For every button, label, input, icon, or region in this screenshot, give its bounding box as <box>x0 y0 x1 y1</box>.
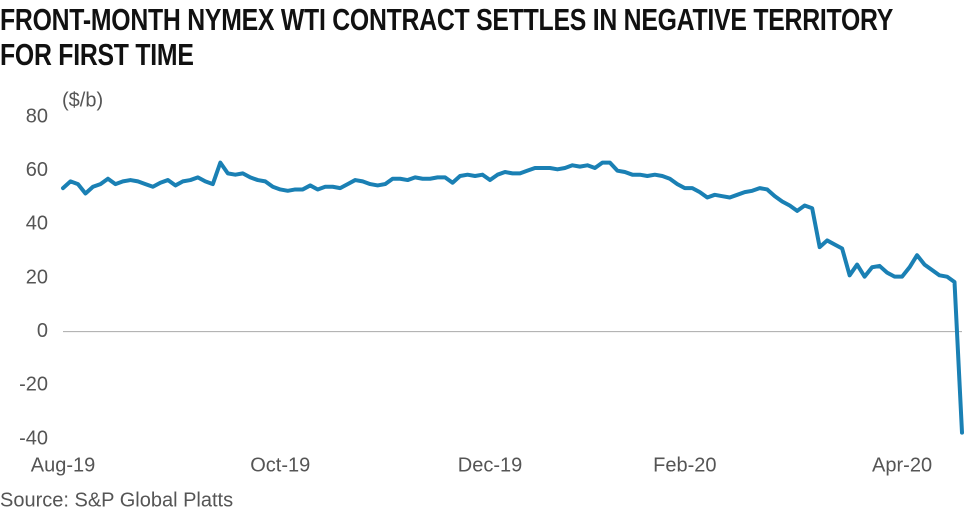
source: Source: S&P Global Platts <box>0 489 233 511</box>
y-tick-label: -40 <box>19 427 48 449</box>
chart-title: FRONT-MONTH NYMEX WTI CONTRACT SETTLES I… <box>0 2 893 72</box>
y-tick-label: 40 <box>26 213 48 235</box>
y-tick-label: -20 <box>19 374 48 396</box>
x-tick-label: Apr-20 <box>872 454 932 476</box>
price-line <box>61 160 964 435</box>
x-tick-label: Aug-19 <box>31 454 96 476</box>
x-tick-label: Dec-19 <box>458 454 522 476</box>
y-tick-label: 80 <box>26 105 48 127</box>
y-tick-label: 20 <box>26 266 48 288</box>
y-tick-label: 0 <box>37 320 48 342</box>
y-axis-label: ($/b) <box>62 89 103 111</box>
x-tick-label: Oct-19 <box>250 454 310 476</box>
x-tick-label: Feb-20 <box>653 454 716 476</box>
y-tick-label: 60 <box>26 159 48 181</box>
